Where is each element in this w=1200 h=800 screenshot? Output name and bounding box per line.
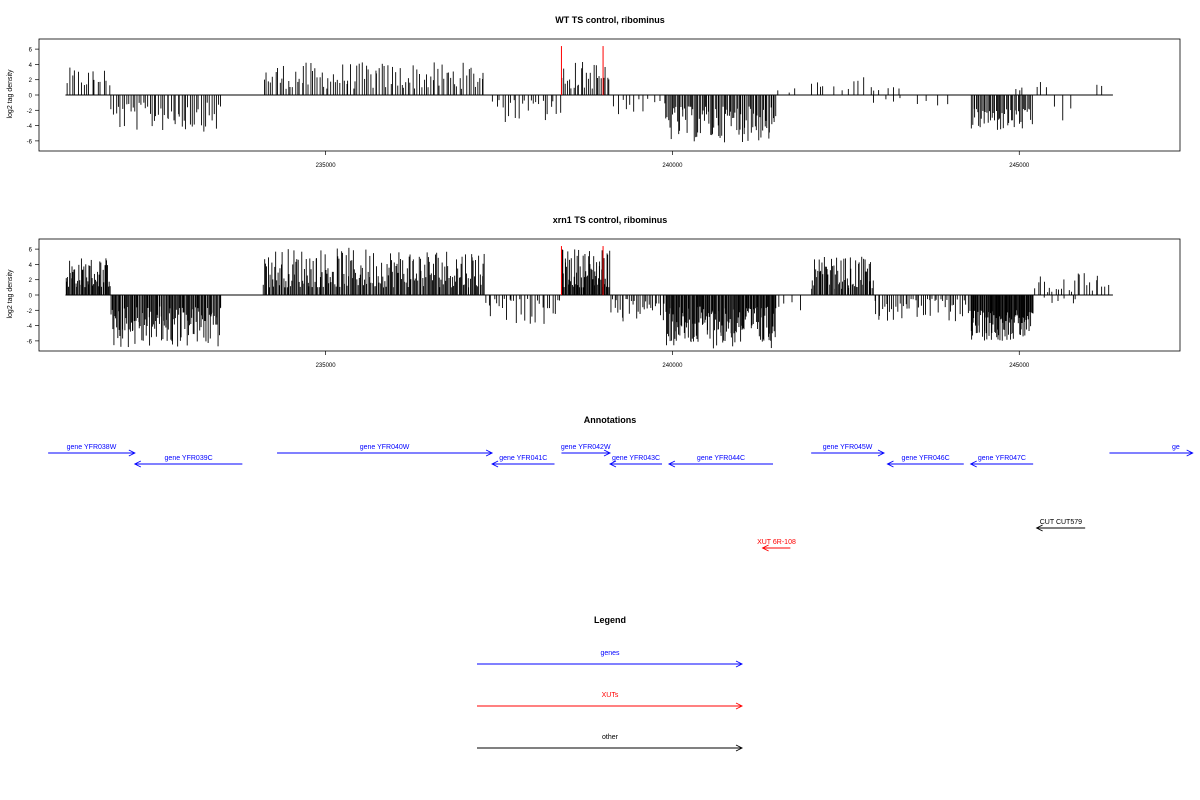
y-tick-label: -6 xyxy=(27,139,33,145)
arrow-head xyxy=(128,449,136,457)
arrow-head xyxy=(133,460,142,468)
panel-title: xrn1 TS control, ribominus xyxy=(553,215,668,225)
marker-lines xyxy=(560,46,604,95)
y-axis-label: log2 tag density xyxy=(7,69,14,119)
feature-gene-yfr047c: gene YFR047C xyxy=(969,455,1034,468)
arrow-head xyxy=(667,460,676,468)
axes: 6 4 2 0 -2 -4 -6 235000 240000 245000 xyxy=(27,48,1030,169)
feature-gene-yfr043c: gene YFR043C xyxy=(608,455,663,468)
y-tick-label: -6 xyxy=(27,339,33,345)
wt-coverage-panel: WT TS control, ribominus log2 tag densit… xyxy=(7,15,1181,169)
coverage-bars xyxy=(65,61,1113,143)
feature-label: gene YFR047C xyxy=(978,455,1026,462)
feature-label: gene YFR039C xyxy=(165,455,213,462)
legend-label: genes xyxy=(600,650,620,657)
feature-cut-cut579: CUT CUT579 xyxy=(1035,519,1086,532)
y-tick-label: 4 xyxy=(29,263,33,269)
axes: 6 4 2 0 -2 -4 -6 235000 240000 245000 xyxy=(27,248,1030,369)
arrow-head xyxy=(1035,524,1043,532)
y-tick-label: -2 xyxy=(27,309,33,315)
legend-label: other xyxy=(602,734,619,741)
y-tick-label: 4 xyxy=(29,63,33,69)
x-tick-label: 235000 xyxy=(316,163,337,169)
feature-label: gene YFR044C xyxy=(697,455,745,462)
feature-gene-yfr045w: gene YFR045W xyxy=(811,444,886,457)
x-tick-label: 245000 xyxy=(1009,363,1030,369)
arrow-head xyxy=(761,544,769,552)
feature-label: CUT CUT579 xyxy=(1040,519,1082,526)
marker-lines xyxy=(560,246,604,295)
y-axis-label: log2 tag density xyxy=(7,269,14,319)
y-tick-label: -4 xyxy=(27,324,33,330)
feature-gene-yfr044c: gene YFR044C xyxy=(667,455,774,468)
feature-label: gene YFR040W xyxy=(360,444,410,451)
y-tick-label: 2 xyxy=(29,78,33,84)
feature-gene-yfr039c: gene YFR039C xyxy=(133,455,243,468)
y-tick-label: 6 xyxy=(29,248,33,254)
legend-item-xuts: XUTs xyxy=(477,692,744,710)
arrow-head xyxy=(608,460,617,468)
arrow-head xyxy=(491,460,499,468)
feature-label: gene YFR043C xyxy=(612,455,660,462)
feature-gene-yfr046c: gene YFR046C xyxy=(886,455,964,468)
y-tick-label: 2 xyxy=(29,278,33,284)
legend-label: XUTs xyxy=(602,692,619,699)
feature-label: gene YFR042W xyxy=(561,444,611,451)
feature-ge: ge xyxy=(1109,444,1194,457)
x-tick-label: 245000 xyxy=(1009,163,1030,169)
feature-gene-yfr042w: gene YFR042W xyxy=(561,444,612,457)
x-tick-label: 235000 xyxy=(316,363,337,369)
arrow-head xyxy=(735,744,744,752)
x-tick-label: 240000 xyxy=(662,163,683,169)
y-tick-label: -2 xyxy=(27,109,33,115)
arrow-head xyxy=(886,460,894,468)
legend-item-genes: genes xyxy=(477,650,744,668)
feature-list: gene YFR038W gene YFR039C gene YFR040W gene… xyxy=(48,444,1194,552)
coverage-bars xyxy=(65,247,1113,349)
feature-label: gene YFR041C xyxy=(499,455,547,462)
arrow-head xyxy=(603,449,612,457)
x-tick-label: 240000 xyxy=(662,363,683,369)
feature-gene-yfr041c: gene YFR041C xyxy=(491,455,555,468)
arrow-head xyxy=(485,449,494,457)
legend-title: Legend xyxy=(594,615,626,625)
arrow-head xyxy=(735,702,744,710)
y-tick-label: -4 xyxy=(27,124,33,130)
feature-label: gene YFR046C xyxy=(902,455,950,462)
feature-label: gene YFR038W xyxy=(67,444,117,451)
legend: Legend genes XUTs other xyxy=(477,615,744,752)
y-tick-label: 6 xyxy=(29,48,33,54)
feature-label: XUT 6R-108 xyxy=(757,539,796,546)
feature-label: gene YFR045W xyxy=(823,444,873,451)
y-tick-label: 0 xyxy=(29,94,33,100)
panel-title: WT TS control, ribominus xyxy=(555,15,665,25)
annotations-title: Annotations xyxy=(584,415,637,425)
arrow-head xyxy=(735,660,744,668)
feature-xut-6r-108: XUT 6R-108 xyxy=(757,539,796,552)
y-tick-label: 0 xyxy=(29,294,33,300)
legend-item-other: other xyxy=(477,734,744,752)
feature-gene-yfr040w: gene YFR040W xyxy=(277,444,494,457)
arrow-head xyxy=(1186,449,1194,457)
feature-label: ge xyxy=(1172,444,1180,451)
arrow-head xyxy=(969,460,977,468)
legend-items: genes XUTs other xyxy=(477,650,744,752)
xrn1-coverage-panel: xrn1 TS control, ribominus log2 tag dens… xyxy=(7,215,1181,369)
feature-gene-yfr038w: gene YFR038W xyxy=(48,444,136,457)
arrow-head xyxy=(877,449,886,457)
